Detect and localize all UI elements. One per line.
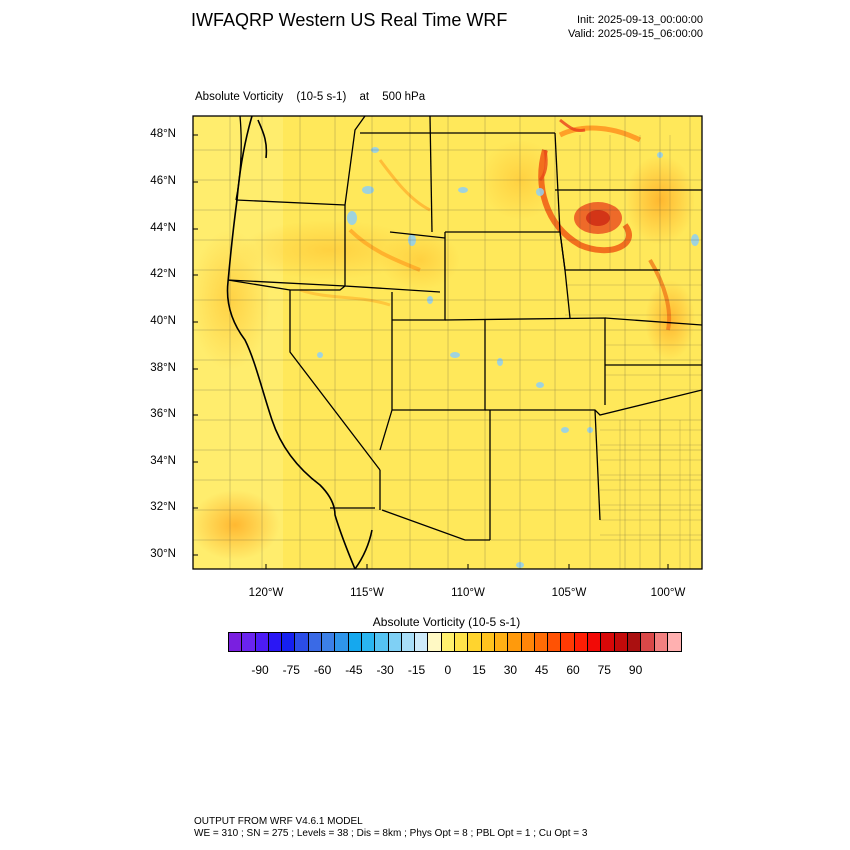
colorbar-swatch bbox=[295, 633, 309, 651]
lon-label-120: 120°W bbox=[248, 587, 284, 599]
colorbar-swatch bbox=[335, 633, 349, 651]
axis-ticks bbox=[193, 134, 669, 569]
colorbar-swatch bbox=[308, 633, 323, 651]
field-level: 500 hPa bbox=[382, 91, 426, 103]
colorbar-swatch bbox=[654, 633, 668, 651]
lon-label-110: 110°W bbox=[451, 587, 485, 599]
state-boundaries bbox=[227, 116, 702, 541]
colorbar-label: -15 bbox=[407, 663, 426, 677]
colorbar-swatch bbox=[229, 633, 243, 651]
lat-label-30: 30°N bbox=[150, 548, 176, 560]
colorbar-label: -60 bbox=[313, 663, 332, 677]
lat-label-44: 44°N bbox=[150, 222, 176, 234]
colorbar-swatch bbox=[614, 633, 628, 651]
valid-time: Valid: 2025-09-15_06:00:00 bbox=[568, 28, 703, 40]
colorbar-swatch bbox=[601, 633, 615, 651]
footer-model: OUTPUT FROM WRF V4.6.1 MODEL bbox=[194, 816, 363, 827]
colorbar-swatch bbox=[534, 633, 549, 651]
colorbar-label: -75 bbox=[282, 663, 300, 677]
colorbar-label: 45 bbox=[535, 663, 549, 677]
colorbar-swatch bbox=[548, 633, 562, 651]
colorbar-swatch bbox=[242, 633, 256, 651]
colorbar-swatch bbox=[415, 633, 429, 651]
field-level-prefix: at bbox=[359, 91, 370, 103]
colorbar-swatch bbox=[667, 633, 682, 651]
lat-label-40: 40°N bbox=[150, 315, 176, 327]
colorbar-swatch bbox=[255, 633, 269, 651]
colorbar-swatch bbox=[588, 633, 602, 651]
colorbar-label: -90 bbox=[251, 663, 269, 677]
colorbar-swatch bbox=[348, 633, 362, 651]
colorbar-label: 90 bbox=[628, 663, 643, 677]
colorbar-label: -45 bbox=[345, 663, 363, 677]
colorbar-swatch bbox=[641, 633, 655, 651]
colorbar-swatch bbox=[627, 633, 642, 651]
colorbar-swatch bbox=[561, 633, 575, 651]
colorbar-swatch bbox=[574, 633, 589, 651]
coastline bbox=[226, 116, 373, 569]
colorbar-swatch bbox=[361, 633, 376, 651]
colorbar-swatch bbox=[494, 633, 509, 651]
footer-config: WE = 310 ; SN = 275 ; Levels = 38 ; Dis … bbox=[194, 828, 588, 839]
colorbar-swatch bbox=[375, 633, 389, 651]
colorbar bbox=[228, 632, 683, 652]
colorbar-label: 60 bbox=[566, 663, 580, 677]
county-lines bbox=[193, 116, 702, 569]
plot-title: IWFAQRP Western US Real Time WRF bbox=[191, 10, 508, 30]
colorbar-swatch bbox=[455, 633, 469, 651]
lon-label-115: 115°W bbox=[350, 587, 384, 599]
field-title: Absolute Vorticity (10-5 s-1) at 500 hPa bbox=[195, 91, 435, 103]
lat-label-36: 36°N bbox=[150, 408, 176, 420]
lat-label-32: 32°N bbox=[150, 501, 176, 513]
colorbar-swatch bbox=[322, 633, 336, 651]
field-units: (10-5 s-1) bbox=[296, 91, 347, 103]
colorbar-swatch bbox=[441, 633, 456, 651]
map-frame bbox=[192, 115, 703, 570]
lat-label-42: 42°N bbox=[150, 268, 176, 280]
colorbar-label: 30 bbox=[503, 663, 518, 677]
lon-label-100: 100°W bbox=[650, 587, 686, 599]
colorbar-label: 0 bbox=[444, 663, 452, 677]
init-time: Init: 2025-09-13_00:00:00 bbox=[577, 14, 703, 26]
colorbar-swatch bbox=[282, 633, 296, 651]
field-name: Absolute Vorticity bbox=[195, 91, 284, 103]
colorbar-swatch bbox=[521, 633, 535, 651]
lat-label-38: 38°N bbox=[150, 362, 176, 374]
colorbar-swatch bbox=[428, 633, 442, 651]
colorbar-swatch bbox=[268, 633, 283, 651]
colorbar-swatch bbox=[508, 633, 522, 651]
colorbar-title: Absolute Vorticity (10-5 s-1) bbox=[372, 615, 521, 629]
field-shading bbox=[193, 116, 702, 569]
lat-label-48: 48°N bbox=[150, 128, 176, 140]
colorbar-swatch bbox=[401, 633, 416, 651]
colorbar-swatch bbox=[388, 633, 402, 651]
colorbar-swatch bbox=[468, 633, 482, 651]
colorbar-label: 15 bbox=[472, 663, 486, 677]
lat-label-34: 34°N bbox=[150, 455, 176, 467]
lat-label-46: 46°N bbox=[150, 175, 176, 187]
lon-label-105: 105°W bbox=[551, 587, 587, 599]
colorbar-label: 75 bbox=[597, 663, 611, 677]
colorbar-label: -30 bbox=[376, 663, 394, 677]
colorbar-swatch bbox=[481, 633, 495, 651]
